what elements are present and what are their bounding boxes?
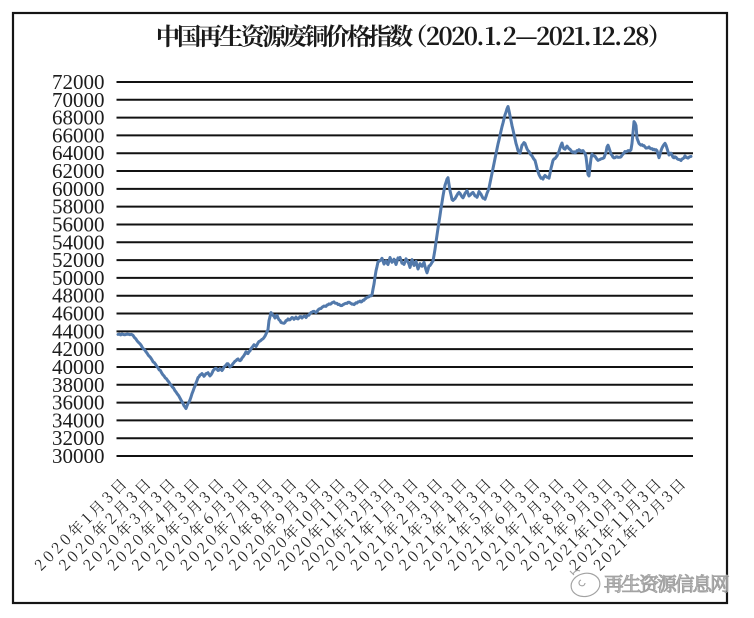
- svg-text:52000: 52000: [52, 248, 105, 272]
- svg-text:34000: 34000: [52, 408, 105, 432]
- svg-text:58000: 58000: [52, 195, 105, 219]
- svg-text:50000: 50000: [52, 266, 105, 290]
- svg-text:46000: 46000: [52, 302, 105, 326]
- svg-text:56000: 56000: [52, 212, 105, 236]
- svg-text:44000: 44000: [52, 319, 105, 343]
- svg-text:72000: 72000: [52, 70, 105, 94]
- svg-text:66000: 66000: [52, 123, 105, 147]
- svg-text:42000: 42000: [52, 337, 105, 361]
- svg-text:32000: 32000: [52, 426, 105, 450]
- svg-text:64000: 64000: [52, 141, 105, 165]
- svg-text:54000: 54000: [52, 230, 105, 254]
- svg-text:38000: 38000: [52, 373, 105, 397]
- svg-text:68000: 68000: [52, 106, 105, 130]
- svg-text:36000: 36000: [52, 391, 105, 415]
- svg-text:30000: 30000: [52, 444, 105, 468]
- svg-text:48000: 48000: [52, 284, 105, 308]
- svg-text:70000: 70000: [52, 88, 105, 112]
- svg-text:40000: 40000: [52, 355, 105, 379]
- svg-text:62000: 62000: [52, 159, 105, 183]
- svg-text:60000: 60000: [52, 177, 105, 201]
